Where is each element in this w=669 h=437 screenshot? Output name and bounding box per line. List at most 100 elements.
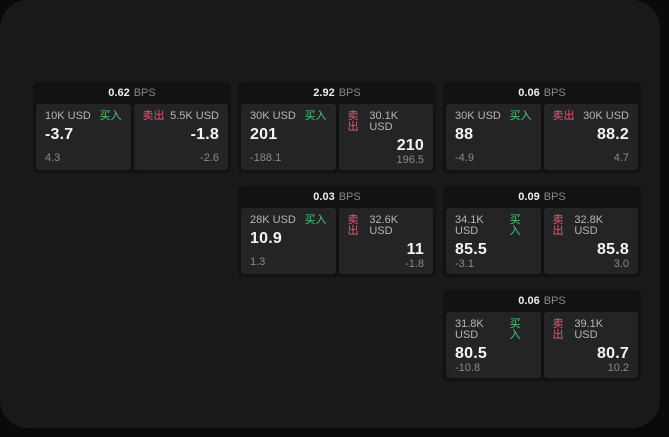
side-panels: 30K USD 买入 201 -188.1 卖出 30.1K USD 210 1… — [241, 104, 433, 170]
sell-price: 11 — [406, 241, 424, 258]
quote-card: 2.92 BPS 30K USD 买入 201 -188.1 卖出 30.1K … — [238, 82, 436, 173]
bps-unit-label: BPS — [133, 86, 156, 99]
buy-panel-top: 30K USD 买入 — [250, 111, 327, 122]
sell-panel-top: 卖出 5.5K USD — [143, 111, 220, 122]
sell-amount: 39.1K USD — [574, 318, 604, 341]
side-panels: 10K USD 买入 -3.7 4.3 卖出 5.5K USD -1.8 -2.… — [36, 104, 228, 170]
bps-unit-label: BPS — [543, 190, 566, 203]
buy-price: -3.7 — [45, 126, 74, 143]
buy-amount: 10K USD — [45, 110, 91, 122]
buy-panel-top: 30K USD 买入 — [455, 111, 532, 122]
buy-sub-value: 1.3 — [250, 256, 266, 268]
sell-side-label: 卖出 — [142, 110, 165, 122]
card-header: 0.09 BPS — [446, 186, 638, 208]
bps-unit-label: BPS — [543, 294, 566, 307]
buy-sub-value: -4.9 — [455, 152, 474, 164]
buy-panel[interactable]: 28K USD 买入 10.9 1.3 — [241, 208, 336, 274]
buy-amount: 30K USD — [455, 110, 501, 122]
side-panels: 34.1K USD 买入 85.5 -3.1 卖出 32.8K USD 85.8… — [446, 208, 638, 274]
quote-card-grid: 0.62 BPS 10K USD 买入 -3.7 4.3 卖出 5.5K USD… — [33, 82, 641, 381]
sell-panel[interactable]: 卖出 5.5K USD -1.8 -2.6 — [133, 104, 228, 170]
buy-panel[interactable]: 31.8K USD 买入 80.5 -10.8 — [446, 312, 541, 378]
card-header: 0.62 BPS — [36, 82, 228, 104]
bps-value: 0.62 — [108, 86, 130, 99]
sell-sub-value: 196.5 — [396, 153, 424, 166]
quote-card: 0.06 BPS 31.8K USD 买入 80.5 -10.8 卖出 39.1… — [443, 290, 641, 381]
sell-panel-top: 卖出 32.6K USD — [348, 215, 425, 237]
sell-price: 80.7 — [597, 345, 629, 362]
sell-panel-top: 卖出 39.1K USD — [553, 319, 630, 341]
buy-amount: 28K USD — [250, 214, 296, 226]
card-header: 0.06 BPS — [446, 290, 638, 312]
sell-sub-value: 4.7 — [613, 152, 629, 164]
quote-card: 0.06 BPS 30K USD 买入 88 -4.9 卖出 30K USD 8… — [443, 82, 641, 173]
buy-amount: 34.1K USD — [455, 214, 484, 237]
sell-panel-top: 卖出 30.1K USD — [348, 111, 425, 133]
buy-sub-value: 4.3 — [45, 152, 61, 164]
bps-value: 0.06 — [518, 294, 540, 307]
buy-price: 85.5 — [455, 241, 487, 258]
buy-amount: 31.8K USD — [455, 318, 484, 341]
sell-side-label: 卖出 — [552, 110, 575, 122]
sell-panel[interactable]: 卖出 32.8K USD 85.8 3.0 — [543, 208, 638, 274]
sell-sub-value: 10.2 — [607, 361, 629, 374]
buy-sub-value: -188.1 — [250, 152, 282, 164]
sell-amount: 30K USD — [583, 110, 629, 122]
sell-amount: 30.1K USD — [369, 110, 399, 133]
card-header: 0.03 BPS — [241, 186, 433, 208]
buy-side-label: 买入 — [304, 214, 327, 226]
buy-sub-value: -3.1 — [455, 257, 474, 270]
side-panels: 30K USD 买入 88 -4.9 卖出 30K USD 88.2 4.7 — [446, 104, 638, 170]
sell-panel[interactable]: 卖出 30.1K USD 210 196.5 — [338, 104, 433, 170]
buy-amount: 30K USD — [250, 110, 296, 122]
sell-price: -1.8 — [190, 126, 219, 143]
bps-value: 0.03 — [313, 190, 335, 203]
sell-price: 85.8 — [597, 241, 629, 258]
bps-value: 0.06 — [518, 86, 540, 99]
buy-side-label: 买入 — [509, 214, 521, 237]
sell-amount: 5.5K USD — [170, 110, 219, 122]
buy-panel-top: 31.8K USD 买入 — [455, 319, 532, 341]
side-panels: 31.8K USD 买入 80.5 -10.8 卖出 39.1K USD 80.… — [446, 312, 638, 378]
bps-unit-label: BPS — [338, 190, 361, 203]
card-header: 2.92 BPS — [241, 82, 433, 104]
sell-amount: 32.6K USD — [369, 214, 399, 237]
sell-sub-value: 3.0 — [613, 257, 629, 270]
sell-price: 210 — [396, 137, 424, 154]
buy-panel-top: 10K USD 买入 — [45, 111, 122, 122]
buy-panel[interactable]: 34.1K USD 买入 85.5 -3.1 — [446, 208, 541, 274]
buy-side-label: 买入 — [99, 110, 122, 122]
buy-panel[interactable]: 30K USD 买入 88 -4.9 — [446, 104, 541, 170]
sell-side-label: 卖出 — [347, 110, 359, 133]
bps-unit-label: BPS — [338, 86, 361, 99]
sell-sub-value: -1.8 — [405, 257, 424, 270]
sell-side-label: 卖出 — [552, 318, 564, 341]
side-panels: 28K USD 买入 10.9 1.3 卖出 32.6K USD 11 -1.8 — [241, 208, 433, 274]
buy-panel-top: 34.1K USD 买入 — [455, 215, 532, 237]
buy-panel-top: 28K USD 买入 — [250, 215, 327, 226]
sell-panel[interactable]: 卖出 30K USD 88.2 4.7 — [543, 104, 638, 170]
bps-value: 2.92 — [313, 86, 335, 99]
buy-price: 80.5 — [455, 345, 487, 362]
buy-price: 88 — [455, 126, 474, 143]
sell-side-label: 卖出 — [552, 214, 564, 237]
sell-sub-value: -2.6 — [200, 152, 219, 164]
card-header: 0.06 BPS — [446, 82, 638, 104]
sell-panel[interactable]: 卖出 39.1K USD 80.7 10.2 — [543, 312, 638, 378]
sell-panel-top: 卖出 30K USD — [553, 111, 630, 122]
quote-card: 0.03 BPS 28K USD 买入 10.9 1.3 卖出 32.6K US… — [238, 186, 436, 277]
sell-price: 88.2 — [597, 126, 629, 143]
buy-price: 10.9 — [250, 230, 282, 247]
bps-unit-label: BPS — [543, 86, 566, 99]
sell-panel-top: 卖出 32.8K USD — [553, 215, 630, 237]
buy-panel[interactable]: 10K USD 买入 -3.7 4.3 — [36, 104, 131, 170]
buy-panel[interactable]: 30K USD 买入 201 -188.1 — [241, 104, 336, 170]
quote-card: 0.09 BPS 34.1K USD 买入 85.5 -3.1 卖出 32.8K… — [443, 186, 641, 277]
bps-value: 0.09 — [518, 190, 540, 203]
sell-side-label: 卖出 — [347, 214, 359, 237]
sell-panel[interactable]: 卖出 32.6K USD 11 -1.8 — [338, 208, 433, 274]
quote-card: 0.62 BPS 10K USD 买入 -3.7 4.3 卖出 5.5K USD… — [33, 82, 231, 173]
sell-amount: 32.8K USD — [574, 214, 604, 237]
buy-sub-value: -10.8 — [455, 361, 481, 374]
buy-side-label: 买入 — [509, 318, 521, 341]
